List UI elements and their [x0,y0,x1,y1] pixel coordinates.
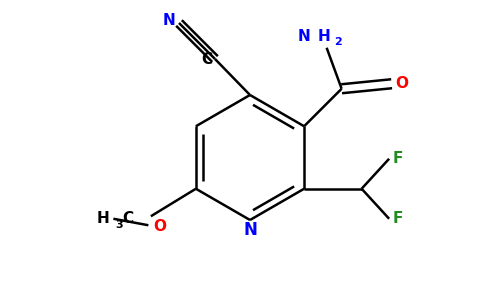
Text: O: O [153,219,166,234]
Text: N: N [298,29,311,44]
Text: N: N [162,13,175,28]
Text: F: F [393,151,403,166]
Text: N: N [243,221,257,239]
Text: O: O [395,76,408,91]
Text: H: H [318,29,331,44]
Text: H: H [97,211,110,226]
Text: C: C [201,52,212,67]
Text: 2: 2 [334,37,342,47]
Text: F: F [393,211,403,226]
Text: C: C [122,211,133,226]
Text: 3: 3 [115,220,122,230]
